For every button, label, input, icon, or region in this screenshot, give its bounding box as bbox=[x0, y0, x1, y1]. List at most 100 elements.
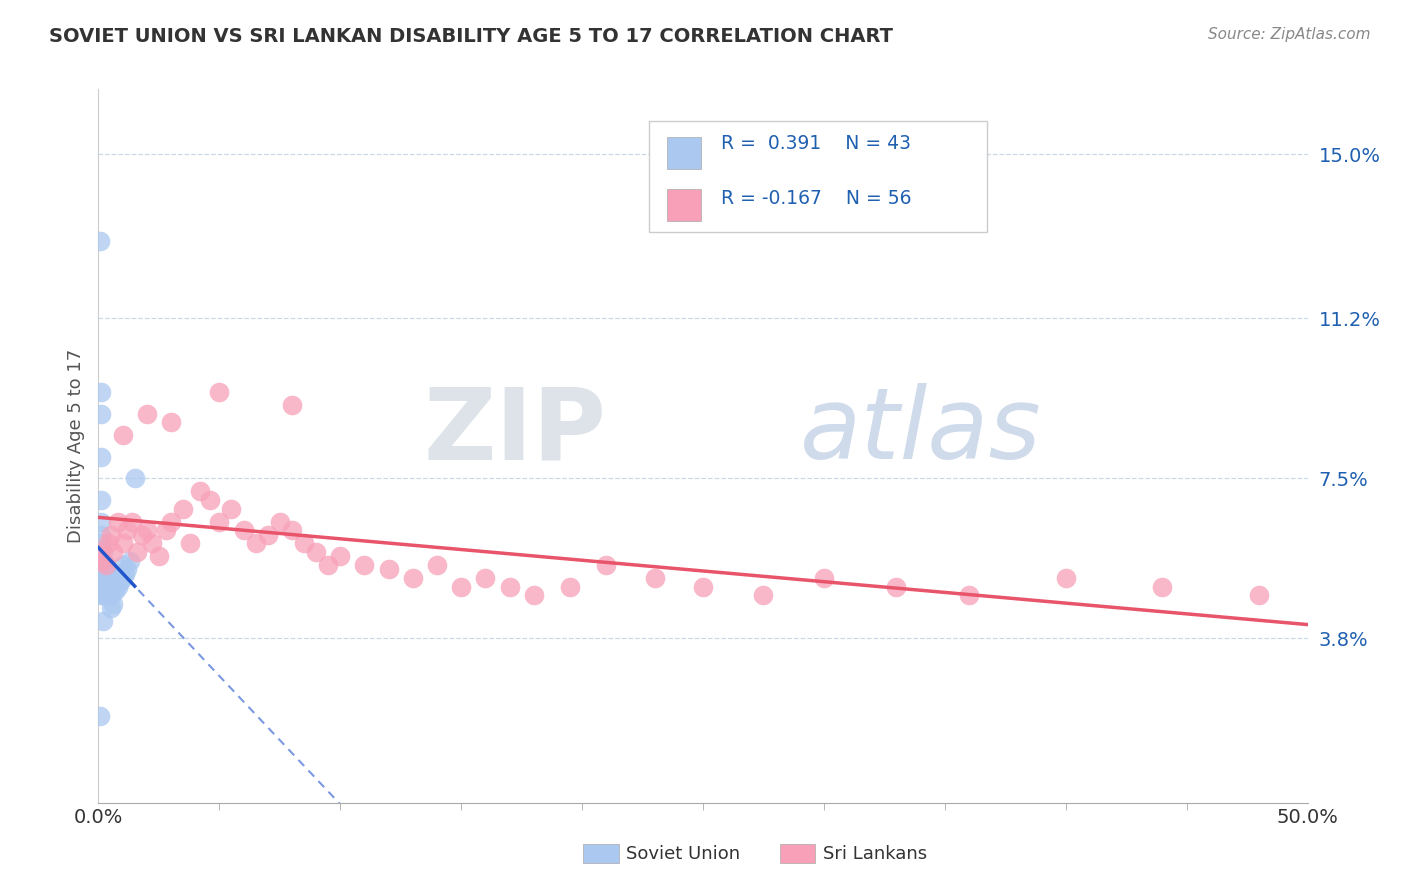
Point bbox=[104, 571, 127, 585]
Point bbox=[141, 536, 163, 550]
Point bbox=[232, 524, 254, 538]
Point bbox=[90, 527, 112, 541]
Point bbox=[188, 484, 211, 499]
Point bbox=[316, 558, 339, 572]
Point bbox=[90, 571, 112, 585]
Point bbox=[111, 558, 134, 572]
Point bbox=[160, 415, 183, 429]
Bar bbox=[666, 136, 700, 169]
Point bbox=[90, 450, 112, 464]
Point bbox=[117, 562, 139, 576]
Point bbox=[114, 566, 136, 581]
Point bbox=[90, 493, 112, 508]
Point bbox=[90, 545, 112, 559]
Point bbox=[101, 545, 124, 559]
Point bbox=[91, 580, 114, 594]
Point bbox=[172, 501, 194, 516]
Point bbox=[90, 580, 112, 594]
Point bbox=[124, 471, 146, 485]
Point bbox=[329, 549, 352, 564]
Point bbox=[886, 580, 908, 594]
Point bbox=[94, 580, 117, 594]
Point bbox=[208, 515, 231, 529]
Text: atlas: atlas bbox=[800, 384, 1042, 480]
Point bbox=[1054, 571, 1077, 585]
Point bbox=[111, 536, 134, 550]
Point bbox=[97, 583, 120, 598]
Point bbox=[90, 536, 112, 550]
Point bbox=[91, 553, 114, 567]
Point bbox=[692, 580, 714, 594]
Point bbox=[127, 545, 149, 559]
Point bbox=[107, 566, 129, 581]
Point bbox=[148, 549, 170, 564]
Point bbox=[111, 428, 134, 442]
Point bbox=[595, 558, 617, 572]
Point bbox=[91, 562, 114, 576]
Point bbox=[1249, 588, 1271, 602]
Point bbox=[474, 571, 496, 585]
Point bbox=[269, 515, 291, 529]
Point bbox=[179, 536, 201, 550]
Point bbox=[94, 571, 117, 585]
Text: SOVIET UNION VS SRI LANKAN DISABILITY AGE 5 TO 17 CORRELATION CHART: SOVIET UNION VS SRI LANKAN DISABILITY AG… bbox=[49, 27, 893, 45]
Text: Sri Lankans: Sri Lankans bbox=[823, 845, 927, 863]
Point bbox=[377, 562, 399, 576]
Point bbox=[97, 566, 120, 581]
Text: Source: ZipAtlas.com: Source: ZipAtlas.com bbox=[1208, 27, 1371, 42]
Point bbox=[91, 553, 114, 567]
Point bbox=[94, 558, 117, 572]
Point bbox=[90, 562, 112, 576]
Point bbox=[813, 571, 835, 585]
Point bbox=[402, 571, 425, 585]
Point bbox=[101, 597, 124, 611]
Point bbox=[111, 571, 134, 585]
Point bbox=[90, 407, 112, 421]
Point bbox=[426, 558, 449, 572]
Point bbox=[121, 515, 143, 529]
Point bbox=[100, 601, 122, 615]
Point bbox=[117, 524, 139, 538]
Point bbox=[101, 575, 124, 590]
Point bbox=[94, 558, 117, 572]
Point bbox=[221, 501, 243, 516]
Point bbox=[131, 527, 153, 541]
Point bbox=[90, 553, 112, 567]
Text: ZIP: ZIP bbox=[423, 384, 606, 480]
Point bbox=[292, 536, 315, 550]
Point bbox=[155, 524, 177, 538]
Bar bbox=[666, 189, 700, 221]
Point bbox=[281, 524, 304, 538]
Point bbox=[97, 536, 120, 550]
Point bbox=[104, 583, 127, 598]
Point bbox=[208, 384, 231, 399]
Point bbox=[281, 398, 304, 412]
Point bbox=[100, 588, 122, 602]
Point bbox=[100, 527, 122, 541]
Point bbox=[108, 575, 131, 590]
Point bbox=[135, 524, 157, 538]
Point bbox=[91, 588, 114, 602]
Point bbox=[160, 515, 183, 529]
Point bbox=[450, 580, 472, 594]
Point bbox=[97, 575, 120, 590]
Point bbox=[523, 588, 546, 602]
Point bbox=[107, 580, 129, 594]
Point bbox=[91, 614, 114, 628]
Point bbox=[256, 527, 278, 541]
Point bbox=[90, 566, 112, 581]
Point bbox=[245, 536, 267, 550]
Text: R = -0.167    N = 56: R = -0.167 N = 56 bbox=[721, 189, 911, 208]
Point bbox=[135, 407, 157, 421]
Point bbox=[198, 493, 221, 508]
Point bbox=[752, 588, 775, 602]
Point bbox=[91, 571, 114, 585]
Point bbox=[118, 553, 141, 567]
Point bbox=[100, 580, 122, 594]
Point bbox=[91, 545, 114, 559]
Point bbox=[498, 580, 520, 594]
FancyBboxPatch shape bbox=[648, 121, 987, 232]
Point bbox=[90, 384, 112, 399]
Point bbox=[558, 580, 581, 594]
Point bbox=[89, 234, 111, 248]
